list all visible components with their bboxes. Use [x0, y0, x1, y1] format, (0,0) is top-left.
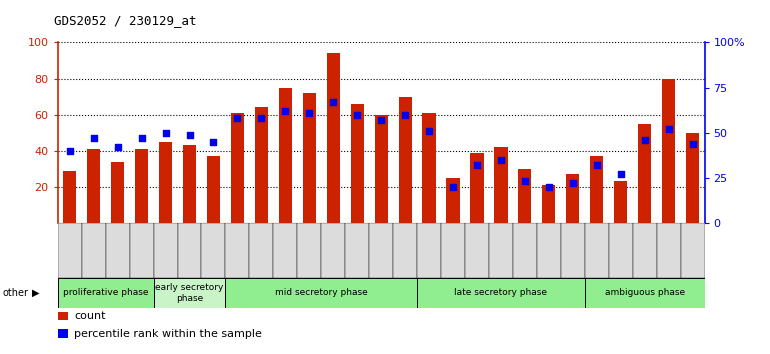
- Bar: [153, 223, 178, 278]
- Text: ▶: ▶: [32, 288, 40, 298]
- Bar: [350, 104, 363, 223]
- Point: [327, 99, 340, 105]
- Bar: [393, 223, 417, 278]
- Bar: [423, 113, 436, 223]
- Bar: [470, 153, 484, 223]
- Point: [183, 132, 196, 137]
- Bar: [441, 223, 465, 278]
- Point: [280, 108, 292, 114]
- Text: proliferative phase: proliferative phase: [63, 289, 149, 297]
- Bar: [58, 278, 153, 308]
- Bar: [369, 223, 393, 278]
- Bar: [58, 223, 82, 278]
- Bar: [566, 174, 579, 223]
- Point: [255, 115, 267, 121]
- Bar: [417, 223, 441, 278]
- Bar: [465, 223, 489, 278]
- Bar: [609, 223, 633, 278]
- Bar: [279, 88, 292, 223]
- Bar: [207, 156, 220, 223]
- Bar: [129, 223, 153, 278]
- Bar: [561, 223, 584, 278]
- Point: [136, 135, 148, 141]
- Text: mid secretory phase: mid secretory phase: [275, 289, 367, 297]
- Bar: [178, 223, 202, 278]
- Point: [231, 115, 243, 121]
- Bar: [686, 133, 699, 223]
- Bar: [183, 145, 196, 223]
- Bar: [321, 223, 345, 278]
- Bar: [345, 223, 369, 278]
- Bar: [87, 149, 100, 223]
- Bar: [255, 108, 268, 223]
- Bar: [681, 223, 705, 278]
- Point: [519, 179, 531, 184]
- Point: [614, 171, 627, 177]
- Point: [351, 112, 363, 118]
- Bar: [584, 223, 609, 278]
- Point: [591, 162, 603, 168]
- Point: [159, 130, 172, 136]
- Bar: [662, 79, 675, 223]
- Point: [112, 144, 124, 150]
- Text: ambiguous phase: ambiguous phase: [604, 289, 685, 297]
- Bar: [537, 223, 561, 278]
- Point: [495, 157, 507, 163]
- Bar: [226, 278, 417, 308]
- Text: early secretory
phase: early secretory phase: [156, 283, 224, 303]
- Point: [543, 184, 555, 190]
- Point: [470, 162, 483, 168]
- Bar: [326, 53, 340, 223]
- Point: [399, 112, 411, 118]
- Bar: [518, 169, 531, 223]
- Point: [423, 128, 435, 134]
- Point: [447, 184, 459, 190]
- Bar: [399, 97, 412, 223]
- Point: [686, 141, 698, 147]
- Bar: [231, 113, 244, 223]
- Bar: [657, 223, 681, 278]
- Bar: [614, 182, 628, 223]
- Bar: [590, 156, 604, 223]
- Bar: [153, 278, 226, 308]
- Point: [303, 110, 316, 116]
- Point: [375, 117, 387, 123]
- Text: late secretory phase: late secretory phase: [454, 289, 547, 297]
- Point: [207, 139, 219, 145]
- Bar: [63, 171, 76, 223]
- Bar: [273, 223, 297, 278]
- Text: other: other: [2, 288, 28, 298]
- Bar: [494, 147, 507, 223]
- Bar: [542, 185, 555, 223]
- Bar: [447, 178, 460, 223]
- Bar: [584, 278, 705, 308]
- Point: [662, 126, 675, 132]
- Text: percentile rank within the sample: percentile rank within the sample: [74, 329, 262, 339]
- Point: [567, 181, 579, 186]
- Bar: [489, 223, 513, 278]
- Bar: [303, 93, 316, 223]
- Bar: [633, 223, 657, 278]
- Bar: [105, 223, 129, 278]
- Bar: [417, 278, 584, 308]
- Text: GDS2052 / 230129_at: GDS2052 / 230129_at: [54, 14, 196, 27]
- Bar: [638, 124, 651, 223]
- Text: count: count: [74, 311, 105, 321]
- Bar: [111, 162, 124, 223]
- Bar: [159, 142, 172, 223]
- Bar: [297, 223, 321, 278]
- Bar: [513, 223, 537, 278]
- Bar: [202, 223, 226, 278]
- Bar: [249, 223, 273, 278]
- Bar: [135, 149, 148, 223]
- Point: [638, 137, 651, 143]
- Bar: [226, 223, 249, 278]
- Bar: [374, 115, 388, 223]
- Point: [64, 148, 76, 154]
- Bar: [82, 223, 105, 278]
- Point: [88, 135, 100, 141]
